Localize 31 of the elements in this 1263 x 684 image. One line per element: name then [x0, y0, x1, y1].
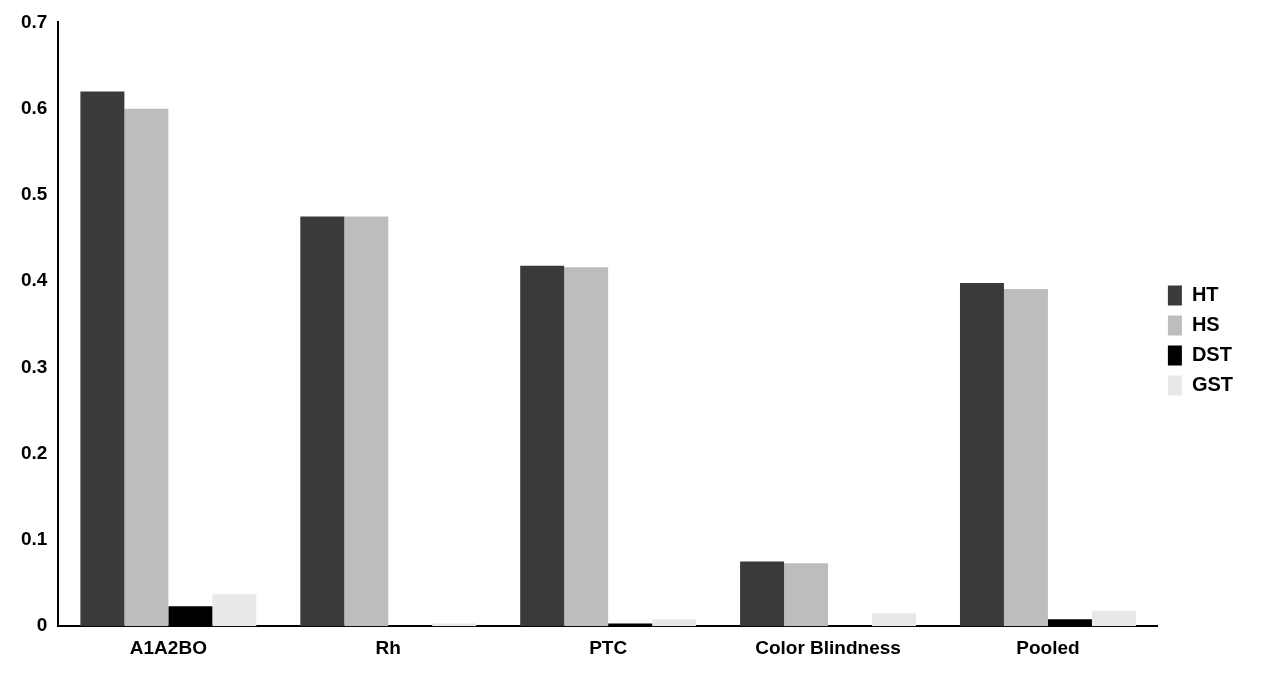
x-tick-label: PTC — [589, 636, 628, 658]
y-tick-label: 0 — [36, 614, 48, 636]
y-tick-label: 0.6 — [20, 96, 48, 118]
y-tick-label: 0.2 — [20, 441, 48, 463]
y-tick-label: 0.1 — [20, 528, 48, 550]
bar — [784, 563, 829, 627]
bar — [344, 216, 389, 627]
bar — [80, 91, 125, 627]
bar — [300, 216, 345, 627]
y-tick-label: 0.3 — [20, 355, 48, 377]
bar — [1091, 610, 1136, 627]
bar — [872, 613, 916, 627]
bar — [520, 265, 565, 627]
legend-label: HS — [1191, 313, 1220, 336]
x-tick-label: Color Blindness — [755, 636, 901, 658]
x-tick-label: A1A2BO — [129, 636, 207, 658]
y-tick-label: 0.5 — [20, 183, 48, 205]
bar — [564, 267, 609, 627]
bar — [740, 561, 785, 627]
y-tick-label: 0.4 — [20, 269, 48, 291]
x-tick-label: Pooled — [1016, 636, 1080, 658]
bar — [124, 108, 169, 627]
legend-label: GST — [1191, 373, 1234, 396]
bar — [652, 619, 697, 627]
bar — [959, 282, 1004, 627]
bar — [1003, 288, 1048, 627]
legend-label: DST — [1191, 343, 1232, 366]
bar — [212, 594, 257, 627]
y-tick-label: 0.7 — [20, 10, 48, 32]
x-tick-label: Rh — [375, 636, 401, 658]
legend-label: HT — [1191, 283, 1219, 306]
